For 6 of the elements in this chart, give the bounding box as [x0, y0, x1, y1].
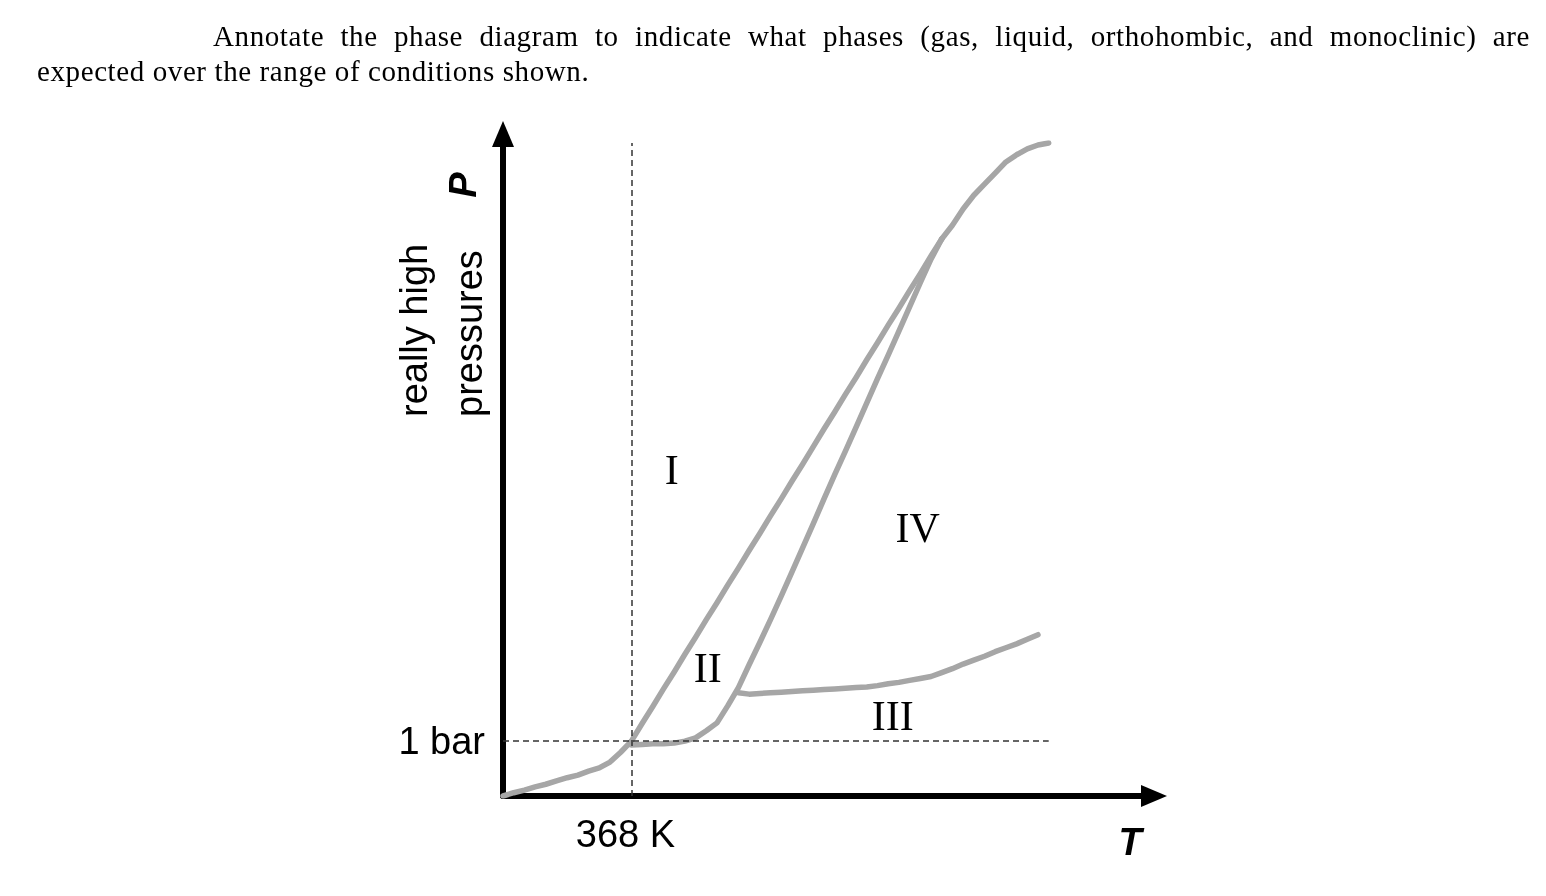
text: 368 K — [575, 813, 676, 855]
chart-title: Annotate the phase diagram to indicate what phases (gas, liquid, orthohombic, and monoclinic) are expected over the range of conditions shown. — [37, 19, 1530, 89]
y-axis-title: P — [442, 171, 484, 198]
text: really high pressures — [392, 233, 490, 417]
x-axis-title: T — [1118, 821, 1145, 863]
ref-line-label: 1 bar — [398, 720, 486, 763]
